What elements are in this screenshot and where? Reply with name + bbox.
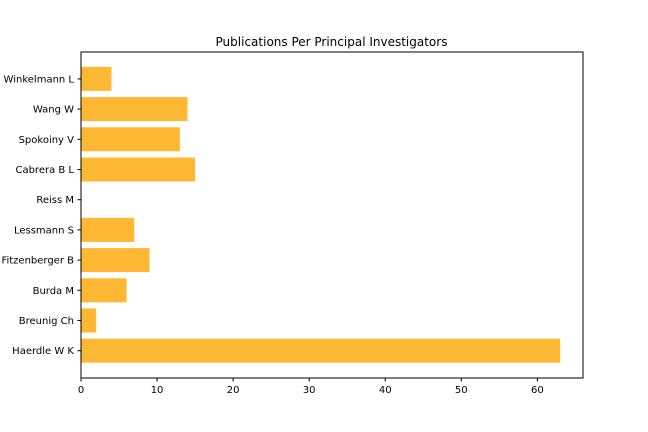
y-tick-label: Cabrera B L bbox=[15, 165, 74, 176]
plot-frame bbox=[80, 51, 584, 379]
y-tick-label: Winkelmann L bbox=[4, 74, 75, 85]
x-tick-label: 60 bbox=[531, 385, 544, 396]
y-tick-label: Spokoiny V bbox=[19, 135, 75, 146]
x-tick-label: 50 bbox=[455, 385, 468, 396]
bar bbox=[81, 278, 127, 303]
y-tick-label: Wang W bbox=[33, 105, 74, 116]
y-axis-ticks: Haerdle W K Breunig Ch Burda M Fitzenberger… bbox=[1, 74, 81, 357]
chart-title: Publications Per Principal Investigators bbox=[216, 35, 448, 49]
y-tick-label: Fitzenberger B bbox=[1, 256, 74, 267]
bar bbox=[81, 157, 196, 182]
y-tick-label: Burda M bbox=[33, 286, 74, 297]
y-tick-label: Haerdle W K bbox=[12, 346, 74, 357]
bar bbox=[81, 308, 97, 333]
bar bbox=[81, 66, 112, 91]
bar bbox=[81, 248, 150, 273]
x-tick-label: 30 bbox=[303, 385, 316, 396]
x-tick-label: 10 bbox=[151, 385, 164, 396]
bars-group bbox=[81, 66, 561, 363]
bar bbox=[81, 97, 188, 122]
bar bbox=[81, 217, 135, 242]
bar bbox=[81, 127, 180, 152]
x-axis-ticks: 0 10 20 30 40 50 60 bbox=[78, 378, 544, 396]
y-tick-label: Breunig Ch bbox=[19, 316, 74, 327]
x-tick-label: 0 bbox=[78, 385, 84, 396]
y-tick-label: Reiss M bbox=[36, 195, 74, 206]
x-tick-label: 40 bbox=[379, 385, 392, 396]
x-tick-label: 20 bbox=[227, 385, 240, 396]
bar bbox=[81, 338, 561, 363]
y-tick-label: Lessmann S bbox=[14, 225, 74, 236]
